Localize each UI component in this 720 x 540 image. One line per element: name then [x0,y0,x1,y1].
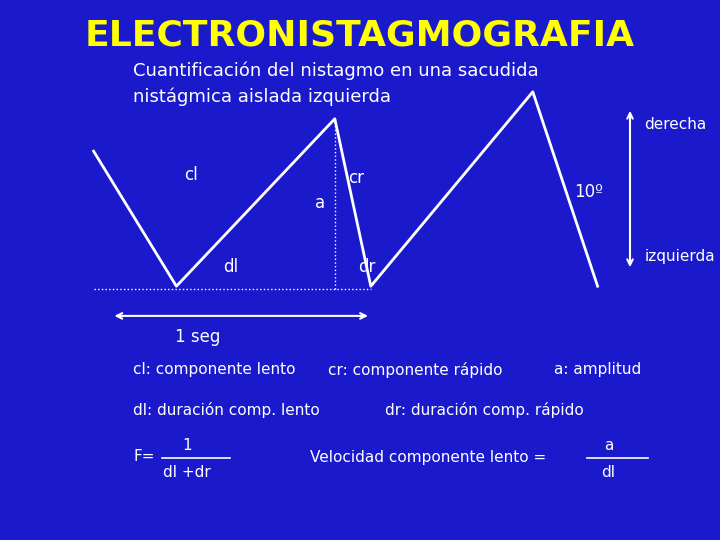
Text: cr: cr [348,169,364,187]
Text: 1: 1 [182,438,192,453]
Text: dl +dr: dl +dr [163,465,211,480]
Text: F=: F= [133,449,155,464]
Text: 1 seg: 1 seg [175,328,221,347]
Text: cl: cl [184,166,198,185]
Text: ELECTRONISTAGMOGRAFIA: ELECTRONISTAGMOGRAFIA [85,18,635,52]
Text: a: a [315,193,325,212]
Text: Velocidad componente lento =: Velocidad componente lento = [310,450,546,465]
Text: Cuantificación del nistagmo en una sacudida
nistágmica aislada izquierda: Cuantificación del nistagmo en una sacud… [133,62,539,106]
Text: a: amplitud: a: amplitud [554,362,642,377]
Text: dl: dl [222,258,238,276]
Text: dl: duración comp. lento: dl: duración comp. lento [133,402,320,418]
Text: dr: duración comp. rápido: dr: duración comp. rápido [385,402,584,418]
Text: izquierda: izquierda [644,249,715,264]
Text: 10º: 10º [575,183,603,201]
Text: derecha: derecha [644,117,706,132]
Text: dl: dl [601,465,616,480]
Text: a: a [603,438,613,453]
Text: dr: dr [358,258,375,276]
Text: cl: componente lento: cl: componente lento [133,362,296,377]
Text: cr: componente rápido: cr: componente rápido [328,362,502,378]
